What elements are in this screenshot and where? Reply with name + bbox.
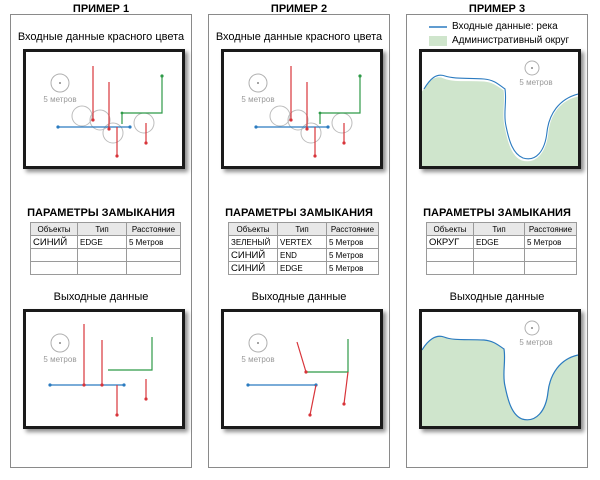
tolerance-circle-icon (248, 333, 268, 353)
header-objects: Объекты (426, 222, 474, 236)
example-1-params-table: Объекты Тип Расстояние СИНИЙ EDGE 5 Метр… (30, 222, 181, 275)
tolerance-label: 5 метров (519, 78, 552, 87)
example-1-output-label: Выходные данные (53, 291, 149, 303)
example-2-output-diagram: 5 метров (241, 333, 349, 417)
header-distance: Расстояние (126, 222, 181, 236)
legend-district-patch-icon (429, 36, 447, 46)
example-2-title: ПРИМЕР 2 (270, 3, 328, 15)
table-cell (426, 261, 474, 275)
example-1-input-diagram: 5 метров (43, 66, 164, 158)
table-cell (126, 248, 181, 262)
tolerance-circle-icon (524, 320, 540, 336)
table-cell (426, 248, 474, 262)
tolerance-circle-icon (50, 73, 70, 93)
example-3-params-table: Объекты Тип Расстояние ОКРУГ EDGE 5 Метр… (426, 222, 577, 275)
tolerance-circle-icon (50, 333, 70, 353)
example-2-input-canvas: 5 метров (221, 49, 383, 169)
table-cell (473, 248, 525, 262)
example-2-params-table: Объекты Тип Расстояние ЗЕЛЕНЫЙ VERTEX 5 … (228, 222, 379, 275)
tolerance-label: 5 метров (43, 95, 76, 104)
tolerance-circle-icon (248, 73, 268, 93)
table-cell: СИНИЙ (228, 248, 278, 262)
table-cell: EDGE (473, 235, 525, 249)
legend-river-label: Входные данные: река (452, 21, 558, 32)
header-distance: Расстояние (326, 222, 379, 236)
tolerance-label: 5 метров (43, 355, 76, 364)
example-3-title: ПРИМЕР 3 (468, 3, 526, 15)
legend-river-line-icon (429, 26, 447, 28)
example-1-input-label: Входные данные красного цвета (17, 31, 185, 43)
example-1-output-diagram: 5 метров (43, 324, 153, 417)
example-1-input-canvas: 5 метров (23, 49, 185, 169)
example-2-params-title: ПАРАМЕТРЫ ЗАМЫКАНИЯ (225, 207, 373, 219)
table-cell: 5 Метров (524, 235, 577, 249)
header-type: Тип (77, 222, 127, 236)
example-2-input-label: Входные данные красного цвета (215, 31, 383, 43)
tolerance-label: 5 метров (519, 338, 552, 347)
example-1-panel: Входные данные красного цвета 5 метров (10, 14, 192, 468)
table-cell: 5 Метров (326, 261, 379, 275)
header-objects: Объекты (228, 222, 278, 236)
example-1-params-title: ПАРАМЕТРЫ ЗАМЫКАНИЯ (27, 207, 175, 219)
header-type: Тип (277, 222, 327, 236)
table-cell: СИНИЙ (228, 261, 278, 275)
table-cell (30, 261, 78, 275)
table-cell (473, 261, 525, 275)
example-3-input-diagram: 5 метров (422, 60, 578, 166)
example-2-output-canvas: 5 метров (221, 309, 383, 429)
table-cell: СИНИЙ (30, 235, 78, 249)
table-cell: 5 Метров (126, 235, 181, 249)
table-cell: VERTEX (277, 235, 327, 249)
header-objects: Объекты (30, 222, 78, 236)
table-cell (30, 248, 78, 262)
example-3-output-diagram: 5 метров (422, 320, 578, 426)
table-cell: ОКРУГ (426, 235, 474, 249)
header-type: Тип (473, 222, 525, 236)
table-cell: END (277, 248, 327, 262)
table-cell: EDGE (77, 235, 127, 249)
example-3-input-canvas: 5 метров (419, 49, 581, 169)
tolerance-label: 5 метров (241, 355, 274, 364)
table-cell (77, 248, 127, 262)
example-3-output-canvas: 5 метров (419, 309, 581, 429)
tolerance-circle-icon (524, 60, 540, 76)
example-3-params-title: ПАРАМЕТРЫ ЗАМЫКАНИЯ (423, 207, 571, 219)
example-3-panel: Входные данные: река Административный ок… (406, 14, 588, 468)
table-cell (524, 248, 577, 262)
example-1-output-canvas: 5 метров (23, 309, 185, 429)
table-cell (524, 261, 577, 275)
example-2-input-diagram: 5 метров (241, 66, 362, 158)
tolerance-label: 5 метров (241, 95, 274, 104)
example-2-output-label: Выходные данные (251, 291, 347, 303)
table-cell: 5 Метров (326, 235, 379, 249)
table-cell: ЗЕЛЕНЫЙ (228, 235, 278, 249)
legend-district-label: Административный округ (452, 35, 570, 46)
header-distance: Расстояние (524, 222, 577, 236)
example-2-panel: Входные данные красного цвета 5 метров (208, 14, 390, 468)
table-cell (77, 261, 127, 275)
example-3-output-label: Выходные данные (449, 291, 545, 303)
table-cell: EDGE (277, 261, 327, 275)
example-1-title: ПРИМЕР 1 (72, 3, 130, 15)
table-cell: 5 Метров (326, 248, 379, 262)
table-cell (126, 261, 181, 275)
